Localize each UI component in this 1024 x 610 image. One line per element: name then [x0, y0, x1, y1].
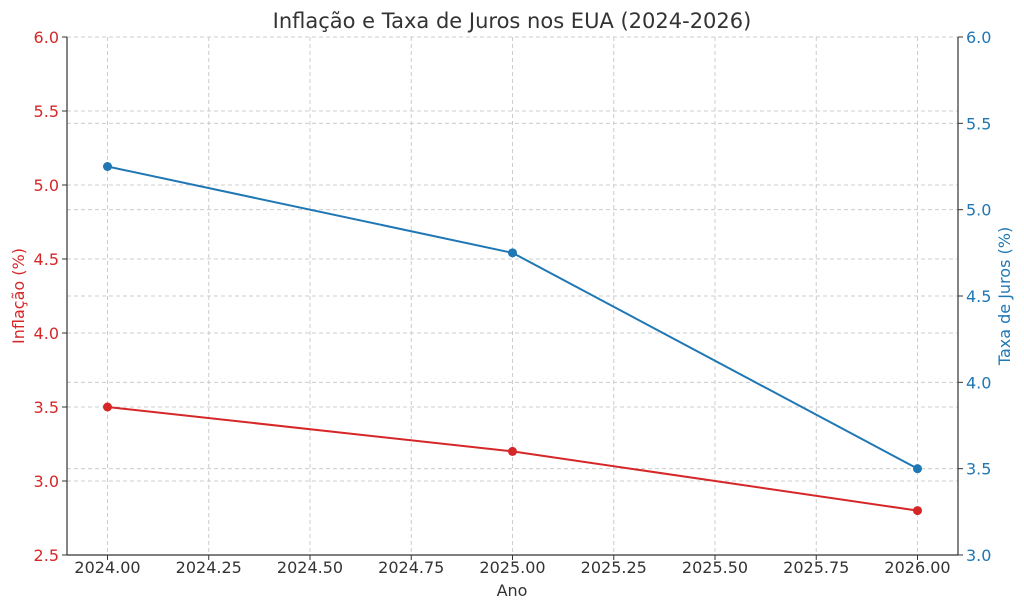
- x-tick-label: 2026.00: [884, 558, 950, 577]
- inflation-point: [913, 506, 922, 516]
- interest-rate-point: [103, 162, 112, 171]
- inflation-point: [508, 446, 517, 456]
- x-tick-label: 2025.50: [682, 558, 748, 577]
- y-tick-label-left: 5.0: [34, 176, 59, 195]
- y-tick-label-right: 4.5: [966, 287, 991, 306]
- x-tick-label: 2025.75: [783, 558, 849, 577]
- y-tick-label-left: 3.5: [34, 398, 59, 417]
- axes: 2024.00 2024.25 2024.50 2024.75 2025.00 2025.…: [34, 28, 992, 577]
- y-tick-label-right: 5.5: [966, 114, 991, 133]
- x-tick-label: 2024.75: [378, 558, 444, 577]
- y-tick-label-left: 5.5: [34, 102, 59, 121]
- inflation-point: [103, 402, 112, 412]
- x-tick-label: 2025.00: [479, 558, 545, 577]
- x-tick-label: 2024.00: [74, 558, 140, 577]
- chart-title: Inflação e Taxa de Juros nos EUA (2024-2…: [273, 9, 752, 33]
- y-tick-label-left: 2.5: [34, 546, 59, 565]
- x-tick-label: 2025.25: [581, 558, 647, 577]
- x-tick-label: 2024.25: [176, 558, 242, 577]
- x-axis-label: Ano: [497, 581, 528, 600]
- y-tick-label-right: 3.5: [966, 460, 991, 479]
- series-layer: [103, 162, 922, 516]
- y-tick-label-right: 4.0: [966, 373, 991, 392]
- grid: [67, 36, 958, 556]
- y-tick-label-left: 6.0: [34, 28, 59, 47]
- y-axis-label-right: Taxa de Juros (%): [995, 227, 1014, 366]
- interest-rate-point: [913, 464, 922, 474]
- interest-rate-point: [508, 248, 517, 258]
- y-tick-label-left: 4.5: [34, 250, 59, 269]
- y-tick-label-right: 5.0: [966, 201, 991, 220]
- y-tick-label-left: 3.0: [34, 472, 59, 491]
- x-tick-label: 2024.50: [277, 558, 343, 577]
- y-tick-label-right: 3.0: [966, 546, 991, 565]
- y-tick-label-right: 6.0: [966, 28, 991, 47]
- y-tick-label-left: 4.0: [34, 324, 59, 343]
- y-axis-label-left: Inflação (%): [9, 248, 28, 344]
